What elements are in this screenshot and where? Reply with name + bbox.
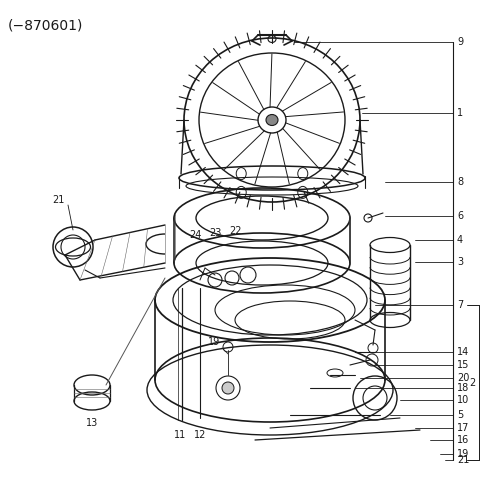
Text: 23: 23 <box>209 228 221 238</box>
Circle shape <box>222 382 234 394</box>
Text: 18: 18 <box>457 383 469 393</box>
Text: 3: 3 <box>457 257 463 267</box>
Text: 10: 10 <box>457 395 469 405</box>
Text: 19: 19 <box>457 449 469 459</box>
Text: 4: 4 <box>457 235 463 245</box>
Text: 22: 22 <box>229 226 241 236</box>
Text: 11: 11 <box>174 430 186 440</box>
Text: 20: 20 <box>457 373 469 383</box>
Text: 16: 16 <box>457 435 469 445</box>
Text: 21: 21 <box>52 195 64 205</box>
Text: 1: 1 <box>457 108 463 118</box>
Ellipse shape <box>74 375 110 395</box>
Text: 17: 17 <box>457 423 469 433</box>
Text: 12: 12 <box>194 430 206 440</box>
Text: (−870601): (−870601) <box>8 18 84 32</box>
Text: 5: 5 <box>457 410 463 420</box>
Text: 14: 14 <box>457 347 469 357</box>
Text: 13: 13 <box>86 418 98 428</box>
Text: 2: 2 <box>469 377 475 387</box>
Ellipse shape <box>266 115 278 125</box>
Text: 24: 24 <box>189 230 201 240</box>
Text: 21: 21 <box>457 455 469 465</box>
Text: 19: 19 <box>208 337 220 347</box>
Text: 15: 15 <box>457 360 469 370</box>
Text: 8: 8 <box>457 177 463 187</box>
Text: 7: 7 <box>457 300 463 310</box>
Text: 6: 6 <box>457 211 463 221</box>
Text: 9: 9 <box>457 37 463 47</box>
